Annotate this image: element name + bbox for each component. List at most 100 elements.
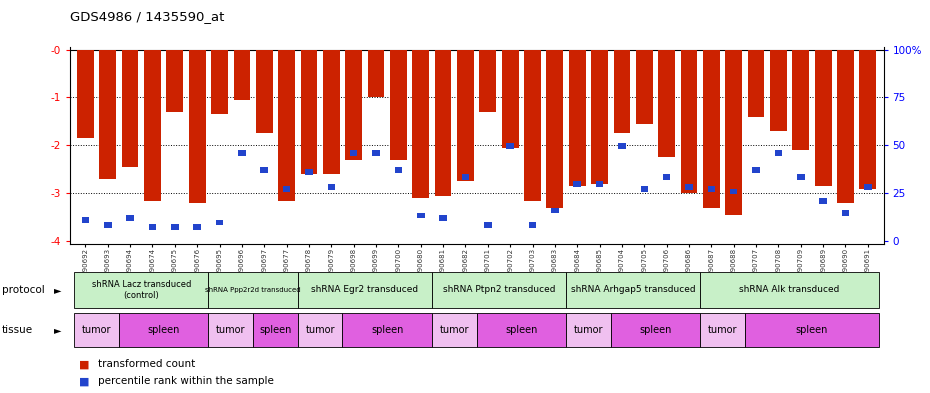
Bar (82, 217, 89, 223)
Bar (208, 272, 298, 308)
Bar (658, 50, 675, 157)
Bar (770, 50, 787, 131)
Bar (253, 313, 298, 347)
Bar (837, 50, 854, 203)
Bar (663, 174, 671, 180)
Bar (611, 313, 700, 347)
Bar (752, 167, 760, 173)
Bar (566, 272, 700, 308)
Bar (507, 143, 514, 149)
Bar (412, 50, 429, 198)
Text: tumor: tumor (440, 325, 469, 335)
Bar (700, 313, 745, 347)
Bar (681, 50, 698, 193)
Bar (636, 50, 653, 124)
Bar (216, 220, 223, 226)
Bar (745, 313, 879, 347)
Bar (208, 313, 253, 347)
Bar (126, 215, 134, 220)
Text: shRNA Alk transduced: shRNA Alk transduced (739, 285, 840, 294)
Bar (748, 50, 764, 117)
Text: spleen: spleen (259, 325, 292, 335)
Text: shRNA Ptpn2 transduced: shRNA Ptpn2 transduced (443, 285, 555, 294)
Bar (166, 50, 183, 112)
Text: shRNA Arhgap5 transduced: shRNA Arhgap5 transduced (571, 285, 696, 294)
Text: spleen: spleen (505, 325, 538, 335)
Bar (189, 50, 206, 203)
Bar (730, 189, 737, 194)
Bar (591, 50, 608, 184)
Text: GDS4986 / 1435590_at: GDS4986 / 1435590_at (70, 10, 224, 23)
Text: transformed count: transformed count (98, 359, 195, 369)
Bar (74, 313, 119, 347)
Bar (551, 208, 559, 213)
Bar (685, 184, 693, 189)
Bar (725, 50, 742, 215)
Bar (122, 50, 139, 167)
Bar (211, 50, 228, 114)
Bar (434, 50, 451, 196)
Text: ■: ■ (79, 376, 89, 386)
Bar (305, 169, 312, 175)
Text: tumor: tumor (216, 325, 246, 335)
Bar (238, 150, 246, 156)
Bar (283, 186, 290, 192)
Bar (432, 313, 476, 347)
Bar (300, 50, 317, 174)
Text: spleen: spleen (148, 325, 179, 335)
Bar (859, 50, 876, 189)
Bar (256, 50, 272, 134)
Bar (417, 213, 424, 218)
Bar (480, 50, 497, 112)
Text: ►: ► (54, 325, 61, 335)
Text: percentile rank within the sample: percentile rank within the sample (98, 376, 273, 386)
Bar (298, 272, 432, 308)
Bar (842, 210, 849, 216)
Bar (618, 143, 626, 149)
Bar (569, 50, 586, 186)
Bar (432, 272, 566, 308)
Bar (394, 167, 402, 173)
Text: tumor: tumor (574, 325, 604, 335)
Bar (77, 50, 94, 138)
Bar (327, 184, 335, 189)
Bar (547, 50, 564, 208)
Bar (461, 174, 470, 180)
Bar (323, 50, 339, 174)
Bar (104, 222, 112, 228)
Bar (700, 272, 879, 308)
Bar (815, 50, 831, 186)
Text: spleen: spleen (371, 325, 404, 335)
Bar (502, 50, 519, 148)
Bar (708, 186, 715, 192)
Bar (100, 50, 116, 179)
Bar (345, 50, 362, 160)
Bar (298, 313, 342, 347)
Bar (439, 215, 446, 220)
Bar (74, 272, 208, 308)
Bar (144, 50, 161, 200)
Bar (149, 224, 156, 230)
Bar (233, 50, 250, 100)
Bar (525, 50, 541, 200)
Bar (641, 186, 648, 192)
Bar (193, 224, 201, 230)
Bar (119, 313, 208, 347)
Bar (390, 50, 406, 160)
Bar (350, 150, 357, 156)
Text: spleen: spleen (639, 325, 671, 335)
Bar (819, 198, 827, 204)
Bar (372, 150, 379, 156)
Bar (367, 50, 384, 97)
Text: tumor: tumor (708, 325, 737, 335)
Text: ►: ► (54, 285, 61, 295)
Bar (574, 181, 581, 187)
Bar (260, 167, 268, 173)
Bar (596, 181, 604, 187)
Bar (703, 50, 720, 208)
Bar (614, 50, 631, 134)
Bar (864, 184, 871, 189)
Bar (457, 50, 473, 181)
Text: spleen: spleen (796, 325, 828, 335)
Text: ■: ■ (79, 359, 89, 369)
